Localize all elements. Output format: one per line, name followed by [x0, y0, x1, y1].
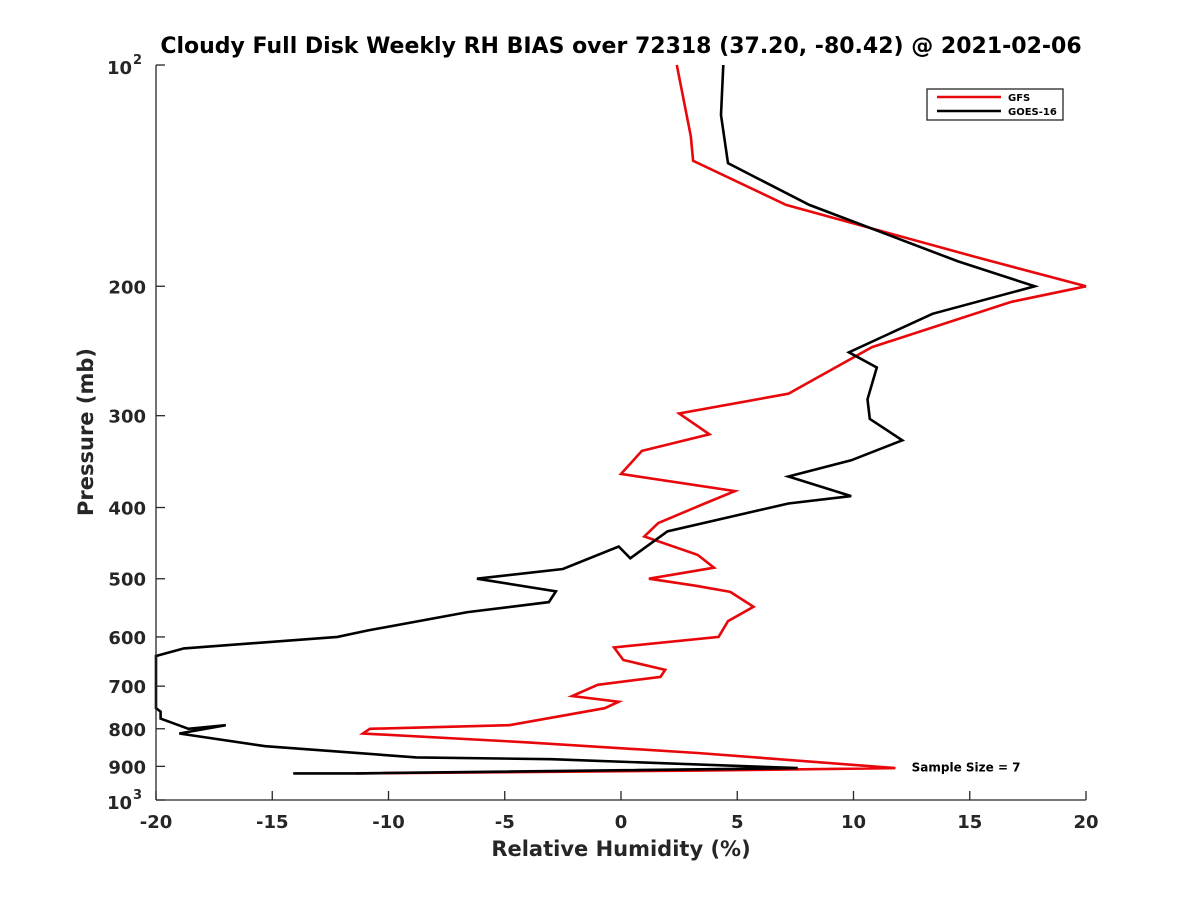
series-layer — [154, 64, 1087, 775]
x-axis-label: Relative Humidity (%) — [491, 837, 750, 861]
series-line-gfs — [355, 64, 1087, 775]
sample-size-annotation: Sample Size = 7 — [912, 760, 1021, 774]
x-tick-label: 10 — [841, 812, 866, 833]
y-axis-label: Pressure (mb) — [74, 348, 98, 516]
y-tick-label-exponent: 2 — [133, 53, 142, 68]
y-tick-label-decade: 10 — [107, 793, 132, 814]
plot-area — [154, 64, 1087, 801]
y-tick-label-decade: 10 — [107, 58, 132, 79]
x-tick-label: -5 — [495, 812, 515, 833]
legend: GFS GOES-16 — [926, 88, 1064, 121]
y-tick-label: 400 — [108, 499, 146, 520]
y-tick-label: 500 — [108, 570, 146, 591]
chart-title: Cloudy Full Disk Weekly RH BIAS over 723… — [160, 34, 1081, 59]
y-tick-label: 900 — [108, 757, 146, 778]
annotations: Sample Size = 7 — [912, 760, 1021, 774]
y-tick-label-exponent: 3 — [133, 788, 142, 803]
x-axis-ticks: -20 -15 -10 -5 0 5 10 15 20 — [140, 791, 1099, 833]
x-tick-label: 20 — [1073, 812, 1098, 833]
series-line-goes-16 — [154, 64, 1040, 775]
legend-label-goes-16: GOES-16 — [1008, 107, 1057, 118]
x-tick-label: -15 — [256, 812, 289, 833]
y-tick-label: 800 — [108, 720, 146, 741]
x-tick-label: 15 — [957, 812, 982, 833]
x-tick-label: -20 — [140, 812, 173, 833]
y-tick-label: 600 — [108, 628, 146, 649]
legend-box — [926, 88, 1064, 121]
y-tick-label: 700 — [108, 677, 146, 698]
y-tick-label: 200 — [108, 277, 146, 298]
legend-label-gfs: GFS — [1008, 93, 1030, 104]
x-tick-label: 5 — [731, 812, 744, 833]
x-tick-label: -10 — [372, 812, 405, 833]
y-tick-label: 300 — [108, 407, 146, 428]
x-tick-label: 0 — [615, 812, 628, 833]
